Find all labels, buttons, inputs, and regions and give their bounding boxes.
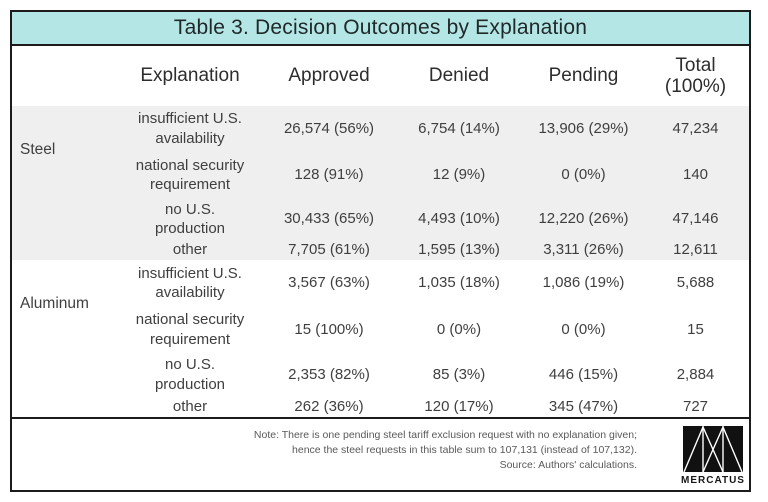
pending-cell: 0 (0%) bbox=[561, 166, 606, 184]
explanation-cell: no U.S. production bbox=[154, 356, 226, 393]
table-row: other 7,705 (61%) 1,595 (13%) 3,311 (26%) 12… bbox=[12, 239, 749, 260]
table-row: other 262 (36%) 120 (17%) 345 (47%) 727 bbox=[12, 396, 749, 417]
explanation-cell: insufficient U.S. availability bbox=[138, 110, 242, 147]
header-row: Explanation Approved Denied Pending Tota… bbox=[12, 46, 749, 106]
approved-cell: 2,353 (82%) bbox=[288, 365, 370, 383]
explanation-cell: no U.S. production bbox=[154, 200, 226, 237]
pending-cell: 3,311 (26%) bbox=[543, 240, 624, 258]
note-text: Note: There is one pending steel tariff … bbox=[253, 429, 637, 472]
total-cell: 140 bbox=[682, 166, 709, 184]
approved-cell: 26,574 (56%) bbox=[283, 119, 375, 137]
approved-cell: 3,567 (63%) bbox=[288, 274, 370, 292]
table-header: Explanation Approved Denied Pending Tota… bbox=[12, 46, 749, 106]
total-cell: 727 bbox=[682, 397, 709, 415]
pending-cell: 345 (47%) bbox=[548, 397, 619, 415]
denied-cell: 120 (17%) bbox=[424, 397, 494, 415]
explanation-cell: national security requirement bbox=[135, 311, 245, 348]
table-row: no U.S. production 30,433 (65%) 4,493 (10%… bbox=[12, 199, 749, 239]
total-header: Total (100%) bbox=[664, 54, 727, 97]
pending-cell: 0 (0%) bbox=[561, 320, 606, 338]
total-cell: 5,688 bbox=[676, 274, 715, 292]
denied-cell: 4,493 (10%) bbox=[418, 210, 500, 228]
total-cell: 2,884 bbox=[676, 365, 715, 383]
denied-cell: 6,754 (14%) bbox=[418, 119, 500, 137]
explanation-cell: other bbox=[172, 397, 208, 415]
table-row: Steel insufficient U.S. availability 26,57… bbox=[12, 106, 749, 158]
denied-cell: 1,035 (18%) bbox=[418, 274, 500, 292]
denied-cell: 85 (3%) bbox=[432, 365, 486, 383]
table-row: national security requirement 128 (91%) 12… bbox=[12, 151, 749, 199]
approved-cell: 7,705 (61%) bbox=[288, 240, 370, 258]
table-row: no U.S. production 2,353 (82%) 85 (3%) 446 … bbox=[12, 353, 749, 396]
table-row: national security requirement 15 (100%) 0 … bbox=[12, 306, 749, 353]
table-title: Table 3. Decision Outcomes by Explanatio… bbox=[173, 16, 588, 39]
pending-cell: 13,906 (29%) bbox=[538, 119, 629, 137]
approved-cell: 262 (36%) bbox=[294, 397, 364, 415]
approved-cell: 15 (100%) bbox=[294, 320, 364, 338]
explanation-cell: insufficient U.S. availability bbox=[138, 264, 242, 301]
total-cell: 12,611 bbox=[673, 240, 718, 258]
explanation-cell: national security requirement bbox=[135, 156, 245, 193]
pending-cell: 446 (15%) bbox=[548, 365, 619, 383]
denied-cell: 1,595 (13%) bbox=[418, 240, 500, 258]
mercatus-logo: MERCATUS bbox=[681, 426, 745, 486]
aluminum-section: Aluminum insufficient U.S. availability 3,… bbox=[12, 260, 749, 417]
denied-cell: 12 (9%) bbox=[432, 166, 486, 184]
table-card: Table 3. Decision Outcomes by Explanatio… bbox=[10, 10, 751, 492]
denied-cell: 0 (0%) bbox=[436, 320, 482, 338]
total-cell: 47,146 bbox=[672, 210, 719, 228]
mercatus-logo-icon bbox=[683, 426, 743, 472]
total-cell: 47,234 bbox=[672, 119, 719, 137]
total-cell: 15 bbox=[687, 320, 704, 338]
explanation-cell: other bbox=[172, 240, 208, 258]
approved-cell: 30,433 (65%) bbox=[283, 210, 375, 228]
denied-header: Denied bbox=[428, 65, 490, 87]
decision-outcomes-table: Explanation Approved Denied Pending Tota… bbox=[12, 46, 749, 417]
pending-cell: 1,086 (19%) bbox=[542, 274, 625, 292]
table-footer: Note: There is one pending steel tariff … bbox=[12, 417, 749, 490]
table-row: Aluminum insufficient U.S. availability 3,… bbox=[12, 260, 749, 312]
material-label: Steel bbox=[20, 141, 56, 158]
explanation-header: Explanation bbox=[140, 65, 240, 87]
material-label: Aluminum bbox=[20, 295, 89, 312]
pending-header: Pending bbox=[548, 65, 619, 87]
approved-cell: 128 (91%) bbox=[294, 166, 364, 184]
mercatus-logo-text: MERCATUS bbox=[681, 475, 745, 486]
material-header-cell bbox=[12, 46, 115, 106]
steel-section: Steel insufficient U.S. availability 26,57… bbox=[12, 106, 749, 260]
table-title-bar: Table 3. Decision Outcomes by Explanatio… bbox=[12, 12, 749, 46]
pending-cell: 12,220 (26%) bbox=[538, 210, 629, 228]
approved-header: Approved bbox=[288, 65, 370, 87]
